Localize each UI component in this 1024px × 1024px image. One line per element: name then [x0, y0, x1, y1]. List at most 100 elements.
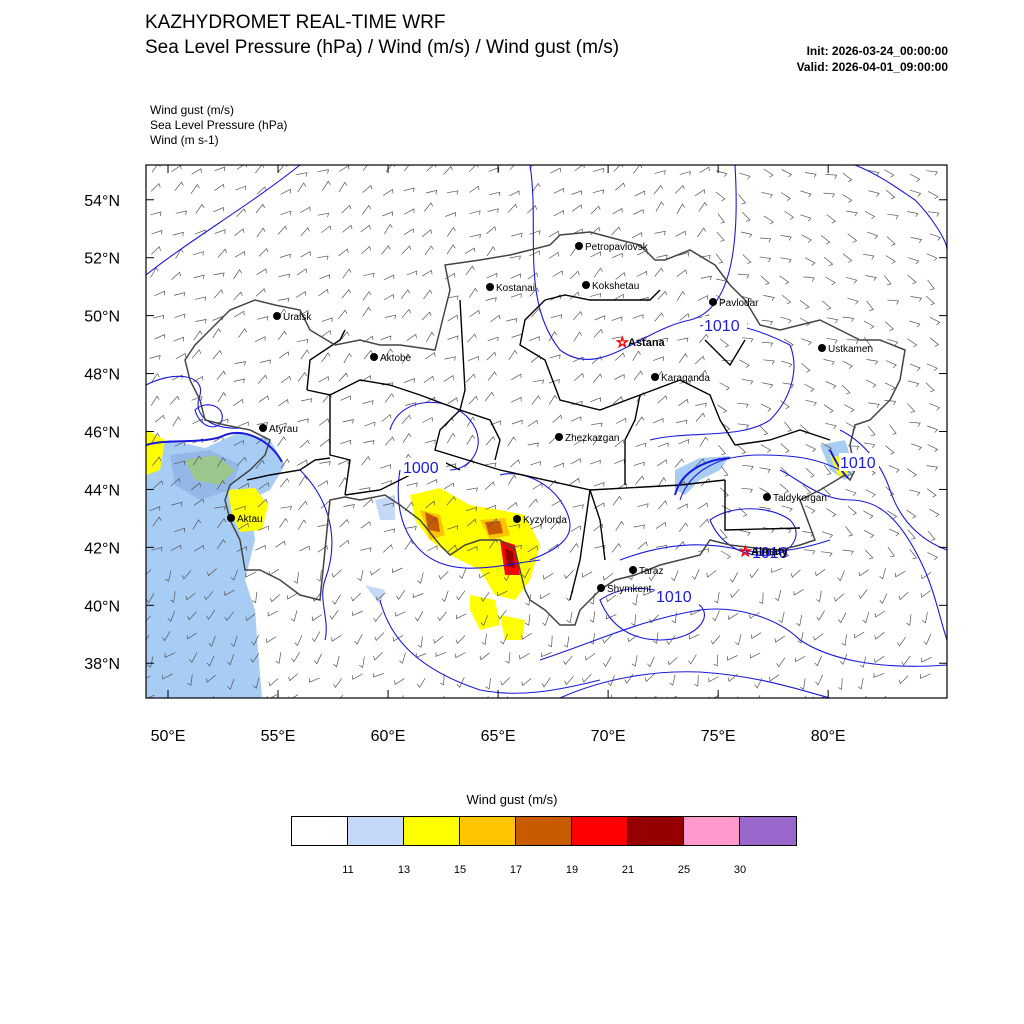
wind-barb — [797, 632, 804, 644]
wind-barb — [885, 486, 895, 497]
wind-barb — [192, 418, 203, 425]
wind-barb — [278, 398, 289, 407]
wind-barb — [467, 333, 477, 343]
region-border — [544, 289, 661, 301]
wind-barb — [549, 354, 561, 359]
wind-barb — [873, 673, 885, 678]
wind-barb — [633, 209, 644, 215]
wind-barb — [780, 443, 790, 453]
wind-barb — [653, 632, 659, 644]
wind-barb — [695, 402, 707, 408]
wind-barb — [874, 656, 885, 663]
wind-barb — [727, 673, 738, 682]
wind-barb — [847, 505, 857, 516]
wind-barb — [868, 402, 880, 408]
wind-barb — [174, 527, 186, 533]
wind-barb — [446, 226, 456, 237]
wind-barb — [421, 269, 433, 277]
wind-barb — [425, 331, 435, 342]
wind-barb — [278, 351, 290, 359]
wind-barb — [614, 374, 625, 380]
wind-barb — [862, 253, 875, 260]
wind-barb — [299, 545, 310, 552]
wind-barb — [486, 351, 497, 361]
city-dot — [709, 298, 717, 306]
wind-barb — [340, 395, 351, 401]
city-dot — [273, 312, 281, 320]
wind-barb — [741, 487, 753, 493]
wind-barb — [821, 531, 834, 539]
wind-barb — [169, 395, 180, 405]
wind-barb — [920, 673, 931, 679]
wind-barb — [632, 350, 641, 361]
city-label: Shymkent — [607, 584, 652, 595]
lat-label: 52°N — [84, 251, 120, 268]
wind-barb — [425, 500, 436, 509]
wind-barb — [715, 192, 726, 202]
wind-barb — [907, 274, 917, 285]
wind-barb — [300, 349, 310, 360]
wind-barb — [593, 267, 603, 278]
wind-barb — [217, 456, 226, 468]
wind-barb — [455, 635, 466, 645]
wind-barb — [647, 656, 655, 668]
wind-barb — [255, 544, 266, 551]
wind-barb — [384, 314, 397, 320]
wind-barb — [931, 697, 932, 698]
wind-barb — [333, 655, 340, 668]
wind-barb — [151, 546, 163, 552]
city-label: Zhezkazgan — [565, 433, 619, 444]
wind-barb — [402, 432, 412, 443]
wind-barb — [275, 652, 282, 664]
wind-barb — [150, 267, 159, 278]
wind-barb — [862, 612, 870, 624]
wind-barb — [154, 414, 165, 423]
wind-barb — [805, 505, 816, 514]
wind-barb — [584, 653, 596, 661]
wind-barb — [643, 590, 655, 596]
wind-barb — [487, 371, 497, 381]
wind-barb — [816, 590, 822, 603]
wind-barb — [547, 635, 553, 648]
wind-barb — [313, 653, 322, 665]
wind-barb — [447, 335, 459, 340]
wind-barb — [171, 501, 183, 507]
wind-barb — [884, 382, 896, 391]
wind-barb — [173, 336, 184, 342]
wind-barb — [342, 268, 352, 279]
wind-barb — [552, 414, 563, 424]
wind-barb — [632, 314, 644, 319]
wind-barb — [383, 502, 395, 507]
wind-barb — [727, 655, 738, 661]
wind-barb — [437, 611, 447, 622]
isobar-label-bg — [655, 587, 699, 605]
wind-barb — [592, 435, 602, 446]
wind-barb — [742, 254, 752, 264]
wind-barb — [615, 182, 626, 191]
wind-barb — [521, 678, 532, 687]
wind-barb — [238, 328, 248, 339]
wind-barb — [793, 589, 804, 596]
wind-barb — [594, 502, 605, 509]
wind-barb — [456, 677, 465, 688]
wind-barb — [737, 444, 747, 455]
city-label: Astana — [628, 337, 666, 349]
wind-barb-field — [146, 165, 942, 698]
wind-barb — [480, 591, 490, 602]
wind-barb — [510, 293, 522, 298]
wind-barb — [842, 194, 853, 203]
wind-barb — [717, 213, 726, 224]
wind-barb — [165, 570, 172, 582]
wind-barb — [653, 184, 663, 195]
wind-barb — [825, 174, 838, 179]
lon-label: 55°E — [261, 728, 296, 745]
wind-barb — [927, 425, 939, 433]
city-dot — [818, 344, 826, 352]
wind-barb — [694, 189, 706, 197]
wind-barb — [548, 251, 560, 259]
wind-barb — [592, 167, 604, 173]
map-frame-bg — [146, 165, 947, 698]
kazakhstan-border — [184, 231, 906, 626]
wind-barb — [321, 225, 332, 233]
wind-barb — [299, 439, 310, 449]
